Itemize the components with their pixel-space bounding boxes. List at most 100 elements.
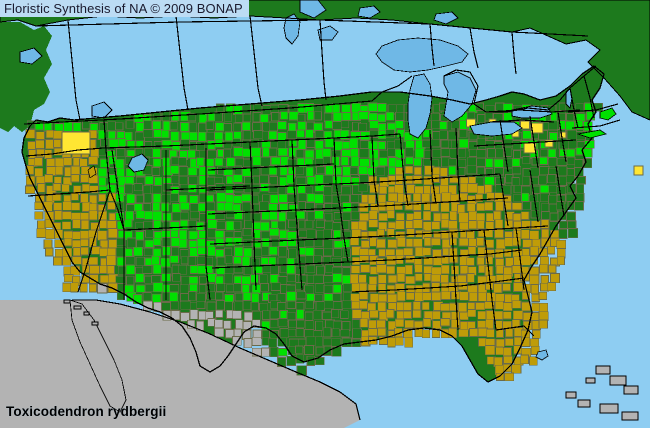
county-cell — [331, 309, 340, 319]
county-cell — [160, 129, 170, 139]
county-cell — [322, 148, 332, 158]
county-cell — [323, 345, 332, 356]
county-cell — [378, 185, 388, 194]
county-cell — [404, 264, 413, 275]
island-landmass — [621, 411, 639, 421]
county-cell — [98, 193, 107, 202]
county-cell — [547, 174, 557, 184]
county-cell — [135, 194, 144, 204]
county-cell — [575, 113, 586, 122]
coastal-detail — [87, 165, 97, 179]
state-boundary — [451, 231, 459, 331]
county-cell — [70, 282, 79, 293]
county-cell — [513, 282, 524, 292]
county-cell — [287, 345, 297, 356]
county-cell — [540, 203, 550, 212]
county-cell — [432, 166, 441, 176]
county-cell — [332, 112, 343, 123]
county-cell — [295, 345, 304, 354]
county-cell — [25, 185, 36, 194]
county-cell — [63, 274, 74, 283]
long-island — [577, 129, 607, 139]
state-boundary — [489, 119, 555, 123]
state-boundary — [455, 127, 461, 203]
county-cell — [296, 365, 307, 376]
county-cell — [269, 228, 280, 237]
county-cell — [126, 193, 136, 204]
county-cell — [180, 256, 189, 265]
county-cell — [253, 130, 264, 139]
county-cell — [494, 219, 504, 229]
county-cell — [234, 246, 244, 257]
county-cell — [216, 283, 226, 292]
county-cell — [350, 221, 360, 231]
county-cell — [189, 211, 200, 220]
county-cell — [243, 311, 254, 322]
county-cell — [88, 156, 99, 165]
county-cell — [422, 158, 432, 167]
county-cell — [548, 184, 558, 194]
county-cell — [187, 113, 196, 122]
county-cell — [205, 201, 216, 211]
state-boundary — [165, 148, 207, 229]
county-cell — [133, 294, 142, 305]
state-boundary — [557, 111, 567, 163]
county-cell — [214, 319, 224, 329]
county-cell — [323, 293, 334, 302]
county-cell — [477, 320, 488, 329]
county-cell — [286, 291, 297, 302]
county-cell — [242, 158, 252, 168]
county-cell — [286, 211, 297, 220]
county-cell — [541, 211, 551, 221]
county-cell — [395, 212, 405, 222]
county-cell — [430, 201, 440, 212]
island-landmass — [565, 391, 577, 399]
county-cell — [323, 248, 333, 257]
county-cell — [395, 120, 404, 129]
county-cell — [568, 228, 579, 239]
island-landmass — [595, 365, 611, 375]
county-cell — [395, 220, 405, 230]
county-cell — [341, 186, 351, 195]
canada-lake-c — [433, 11, 459, 25]
county-cell — [341, 104, 351, 113]
county-cell — [376, 228, 385, 238]
county-cell — [269, 194, 279, 204]
county-cell — [529, 274, 540, 285]
state-boundary — [499, 119, 509, 173]
county-cell — [43, 201, 53, 212]
county-cell — [277, 147, 288, 157]
county-cell — [458, 328, 469, 338]
county-cell — [539, 156, 548, 165]
lake-huron — [443, 71, 477, 123]
county-cell — [170, 186, 180, 195]
county-cell — [331, 103, 340, 113]
county-cell — [349, 148, 359, 158]
county-cell — [207, 140, 216, 150]
county-cell — [349, 138, 359, 149]
county-cell — [333, 166, 342, 176]
county-cell — [468, 220, 479, 230]
county-cell — [97, 230, 108, 241]
county-cell — [430, 138, 441, 148]
county-cell — [495, 346, 504, 356]
county-cell — [512, 237, 522, 247]
county-cell — [522, 239, 533, 248]
county-cell — [547, 282, 557, 292]
county-cell — [538, 175, 547, 185]
county-cell — [342, 166, 352, 177]
county-cell — [198, 131, 207, 142]
county-cell — [70, 165, 81, 176]
county-cell — [368, 283, 377, 293]
conus-coastline — [21, 65, 605, 383]
county-cell — [133, 183, 143, 192]
county-cell — [188, 176, 198, 186]
county-cell — [178, 238, 188, 248]
county-cell — [556, 256, 565, 266]
county-cell — [288, 319, 298, 328]
county-cell — [278, 193, 288, 203]
lakes-layer — [19, 0, 573, 361]
county-cell — [486, 328, 495, 338]
county-cell — [154, 176, 163, 186]
county-cell — [315, 320, 324, 331]
